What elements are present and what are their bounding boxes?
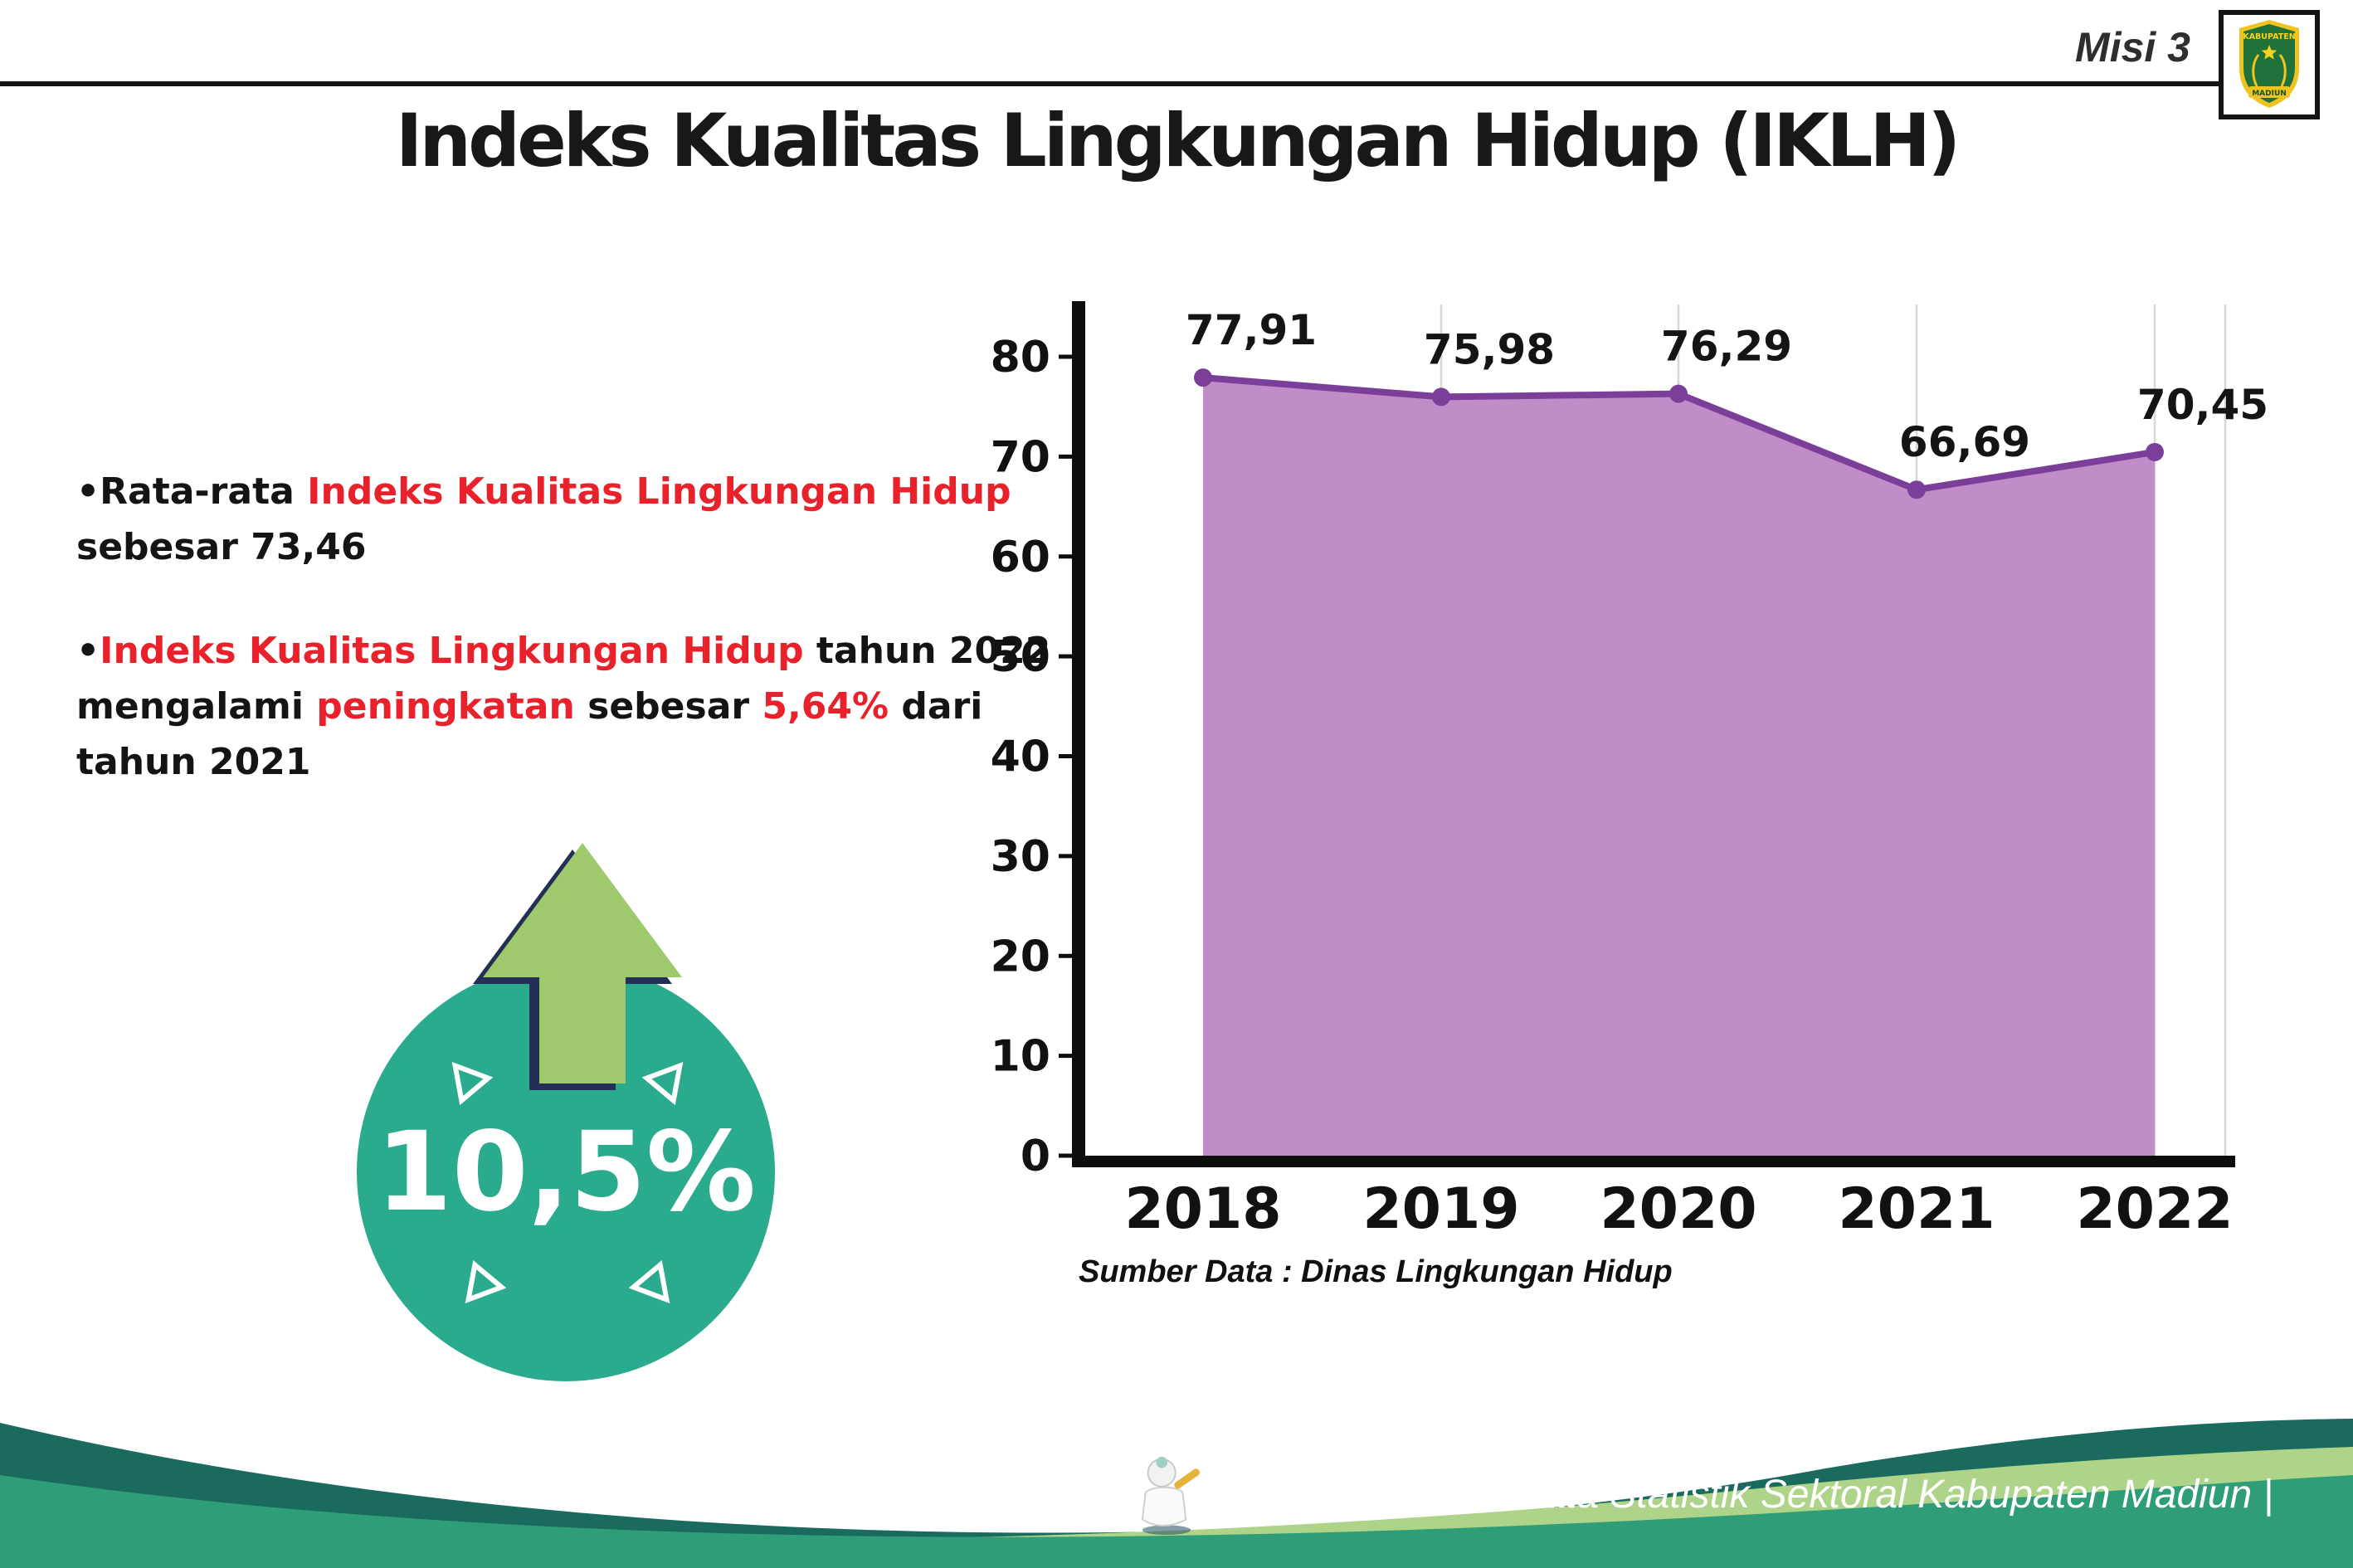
svg-text:2020: 2020 <box>1600 1176 1756 1242</box>
x-axis-labels: 2018 2019 2020 2021 2022 <box>1124 1176 2233 1242</box>
area-fill <box>1203 377 2155 1156</box>
svg-text:20: 20 <box>991 932 1050 981</box>
logo-text-bottom: MADIUN <box>2252 90 2287 98</box>
bullet-increase-iklh: •Indeks Kualitas Lingkungan Hidup tahun … <box>76 624 1089 791</box>
svg-text:75,98: 75,98 <box>1424 325 1555 373</box>
svg-text:70,45: 70,45 <box>2137 381 2268 429</box>
svg-text:10: 10 <box>991 1032 1050 1082</box>
bullet-text-segment: sebesar 73,46 <box>76 525 367 568</box>
bullet-highlight-segment: Indeks Kualitas Lingkungan Hidup <box>307 470 1011 513</box>
svg-text:30: 30 <box>991 832 1050 882</box>
bullet-text-segment: tahun 2022 mengalami <box>76 629 1051 728</box>
axes <box>1072 301 2235 1167</box>
svg-text:2019: 2019 <box>1362 1176 1519 1242</box>
bullet-highlight-segment: 5,64% <box>762 684 889 728</box>
footer-wave <box>0 1419 2353 1568</box>
svg-text:2018: 2018 <box>1124 1176 1281 1242</box>
kabupaten-madiun-logo-shield: KABUPATEN MADIUN <box>2219 10 2320 119</box>
svg-text:70: 70 <box>991 432 1050 482</box>
badge-value: 10,5% <box>376 1108 756 1236</box>
iklh-chart: 0 10 20 30 40 50 60 70 80 2018 2019 2020 2021 2022 77,… <box>991 301 2268 1242</box>
header-divider <box>0 81 2219 86</box>
page-title: Indeks Kualitas Lingkungan Hidup (IKLH) <box>395 98 1961 183</box>
bullet-highlight-segment: Indeks Kualitas Lingkungan Hidup <box>100 629 804 672</box>
svg-text:2022: 2022 <box>2076 1176 2233 1242</box>
bullet-text-segment: dari tahun 2021 <box>76 684 983 783</box>
kabupaten-madiun-logo: KABUPATEN MADIUN <box>2219 10 2320 119</box>
bullet-text-segment: •Rata-rata <box>76 470 308 513</box>
increase-badge: 10,5% <box>357 843 775 1381</box>
summary-bullets: •Rata-rata Indeks Kualitas Lingkungan Hi… <box>76 465 1089 790</box>
bullet-text-segment: sebesar <box>574 684 762 728</box>
logo-star-icon <box>2261 45 2277 60</box>
bullet-average-iklh: •Rata-rata Indeks Kualitas Lingkungan Hi… <box>76 465 1089 576</box>
y-axis-labels: 0 10 20 30 40 50 60 70 80 <box>991 333 1072 1181</box>
footer: Media Infografis Data Statistik Sektoral… <box>1126 1452 2273 1536</box>
svg-text:0: 0 <box>1021 1132 1050 1181</box>
bullet-highlight-segment: peningkatan <box>316 684 575 728</box>
svg-text:76,29: 76,29 <box>1661 323 1792 371</box>
svg-text:60: 60 <box>991 533 1050 582</box>
svg-text:77,91: 77,91 <box>1186 306 1317 354</box>
data-points <box>1194 368 2164 499</box>
chart-source: Sumber Data : Dinas Lingkungan Hidup <box>1079 1254 1673 1289</box>
badge-tick-marks <box>451 1061 684 1304</box>
svg-text:2021: 2021 <box>1838 1176 1995 1242</box>
svg-text:66,69: 66,69 <box>1899 418 2030 466</box>
up-arrow-icon <box>473 843 682 1090</box>
logo-text-top: KABUPATEN <box>2243 32 2295 41</box>
mascot-icon <box>1141 1456 1200 1536</box>
svg-text:40: 40 <box>991 733 1050 782</box>
footer-text: Media Infografis Data Statistik Sektoral… <box>1220 1472 2273 1517</box>
misi-label: Misi 3 <box>2075 24 2190 71</box>
bullet-text-segment: • <box>76 629 100 672</box>
data-labels: 77,91 75,98 76,29 66,69 70,45 <box>1186 306 2268 466</box>
svg-text:50: 50 <box>991 632 1050 682</box>
svg-text:80: 80 <box>991 333 1050 382</box>
